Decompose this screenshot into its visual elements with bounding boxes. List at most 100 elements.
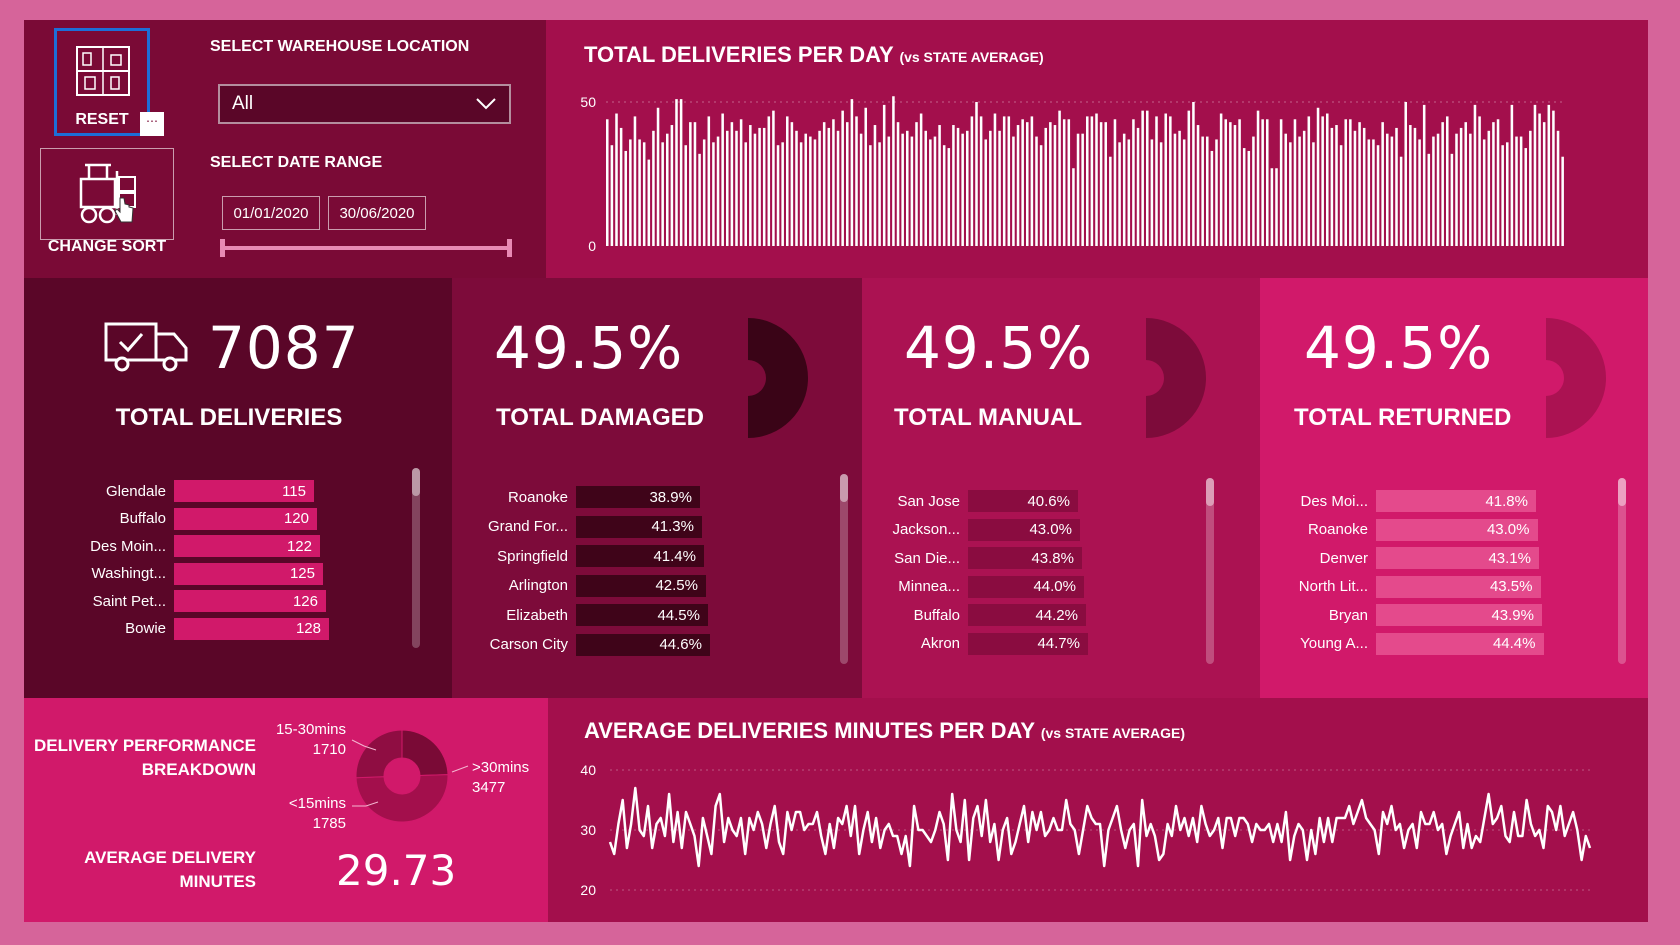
bar[interactable] <box>1173 133 1177 246</box>
warehouse-select[interactable]: All <box>218 84 511 124</box>
bar[interactable] <box>1182 139 1186 246</box>
bar[interactable] <box>1506 142 1509 246</box>
bar[interactable] <box>1178 130 1181 246</box>
bar[interactable] <box>1542 122 1546 246</box>
bar[interactable] <box>1326 113 1329 246</box>
bar[interactable] <box>822 122 826 246</box>
bar[interactable] <box>1464 122 1467 246</box>
bar[interactable] <box>1284 133 1287 246</box>
scrollbar-thumb[interactable] <box>1618 478 1626 506</box>
bar[interactable] <box>818 130 821 246</box>
bar[interactable] <box>892 96 895 247</box>
list-item[interactable]: Saint Pet... 126 <box>44 590 326 612</box>
list-item[interactable]: Washingt... 125 <box>44 562 323 585</box>
bar[interactable] <box>864 107 867 246</box>
bar[interactable] <box>1390 136 1394 246</box>
donut-slice[interactable] <box>355 774 449 823</box>
bar[interactable] <box>938 125 941 246</box>
bar[interactable] <box>1339 145 1343 246</box>
bar[interactable] <box>910 136 914 246</box>
bar[interactable] <box>1376 145 1380 246</box>
bar[interactable] <box>1007 116 1011 247</box>
bar[interactable] <box>947 148 951 246</box>
bar[interactable] <box>915 122 918 246</box>
bar[interactable] <box>1219 113 1223 246</box>
bar[interactable] <box>1081 133 1084 246</box>
bar[interactable] <box>979 116 983 247</box>
bar[interactable] <box>1099 122 1103 246</box>
bar[interactable] <box>993 113 997 246</box>
bar[interactable] <box>1547 104 1551 246</box>
bar[interactable] <box>1270 168 1274 246</box>
bar[interactable] <box>1450 153 1454 246</box>
bar[interactable] <box>1312 142 1315 246</box>
bar[interactable] <box>966 130 969 246</box>
list-item[interactable]: Buffalo 120 <box>44 507 317 530</box>
bar[interactable] <box>758 127 761 246</box>
list-item[interactable]: Springfield 41.4% <box>462 545 704 567</box>
bar[interactable] <box>776 145 780 246</box>
change-sort-button[interactable] <box>40 148 174 240</box>
bar[interactable] <box>1487 130 1491 246</box>
bar[interactable] <box>1473 104 1477 246</box>
bar[interactable] <box>1058 110 1061 246</box>
bar[interactable] <box>619 127 623 246</box>
bar[interactable] <box>1469 133 1472 246</box>
bar[interactable] <box>1067 119 1071 246</box>
bar[interactable] <box>887 136 891 246</box>
bar[interactable] <box>1293 119 1297 246</box>
bar[interactable] <box>675 99 678 247</box>
list-item[interactable]: Roanoke 43.0% <box>1270 518 1538 541</box>
bar[interactable] <box>1002 116 1006 247</box>
donut-slice[interactable] <box>355 729 403 779</box>
bar[interactable] <box>827 127 831 246</box>
bar[interactable] <box>1247 150 1251 246</box>
bar[interactable] <box>739 119 743 246</box>
bar[interactable] <box>1206 136 1209 246</box>
scrollbar-thumb[interactable] <box>1206 478 1214 506</box>
bar[interactable] <box>661 142 664 246</box>
bar[interactable] <box>919 113 923 246</box>
bar[interactable] <box>1367 139 1371 246</box>
scrollbar-thumb[interactable] <box>840 474 848 502</box>
bar[interactable] <box>836 130 840 246</box>
bar[interactable] <box>610 145 614 246</box>
bar[interactable] <box>744 142 747 246</box>
bar[interactable] <box>786 116 789 247</box>
list-item[interactable]: Elizabeth 44.5% <box>462 604 708 626</box>
list-item[interactable]: Roanoke 38.9% <box>462 486 700 508</box>
bar[interactable] <box>1233 125 1237 246</box>
list-item[interactable]: San Die... 43.8% <box>872 547 1082 569</box>
bar[interactable] <box>1552 110 1555 246</box>
bar[interactable] <box>841 110 844 246</box>
slider-handle-end[interactable] <box>507 239 512 257</box>
bar[interactable] <box>1242 148 1246 246</box>
bar[interactable] <box>702 139 706 246</box>
bar[interactable] <box>1372 139 1375 246</box>
bar[interactable] <box>1127 139 1131 246</box>
bar[interactable] <box>859 133 863 246</box>
bar[interactable] <box>869 145 872 246</box>
bar[interactable] <box>1053 125 1057 246</box>
slider-handle-start[interactable] <box>220 239 225 257</box>
bar[interactable] <box>1362 127 1366 246</box>
bar[interactable] <box>1409 125 1412 246</box>
bar[interactable] <box>1164 113 1167 246</box>
bar[interactable] <box>1524 148 1527 246</box>
bar[interactable] <box>1422 104 1426 246</box>
bar[interactable] <box>1155 116 1158 247</box>
bar[interactable] <box>1279 119 1283 246</box>
bar[interactable] <box>1515 136 1518 246</box>
bar[interactable] <box>850 99 854 247</box>
bar[interactable] <box>1238 119 1241 246</box>
list-item[interactable]: Glendale 115 <box>44 480 314 502</box>
bar[interactable] <box>1316 107 1320 246</box>
list-item[interactable]: San Jose 40.6% <box>872 490 1078 512</box>
bar[interactable] <box>896 122 900 246</box>
bar[interactable] <box>906 130 909 246</box>
bar[interactable] <box>1321 116 1324 247</box>
bar[interactable] <box>984 139 987 246</box>
bar[interactable] <box>781 142 784 246</box>
list-item[interactable]: Des Moin... 122 <box>44 535 320 557</box>
bar[interactable] <box>1399 156 1403 246</box>
